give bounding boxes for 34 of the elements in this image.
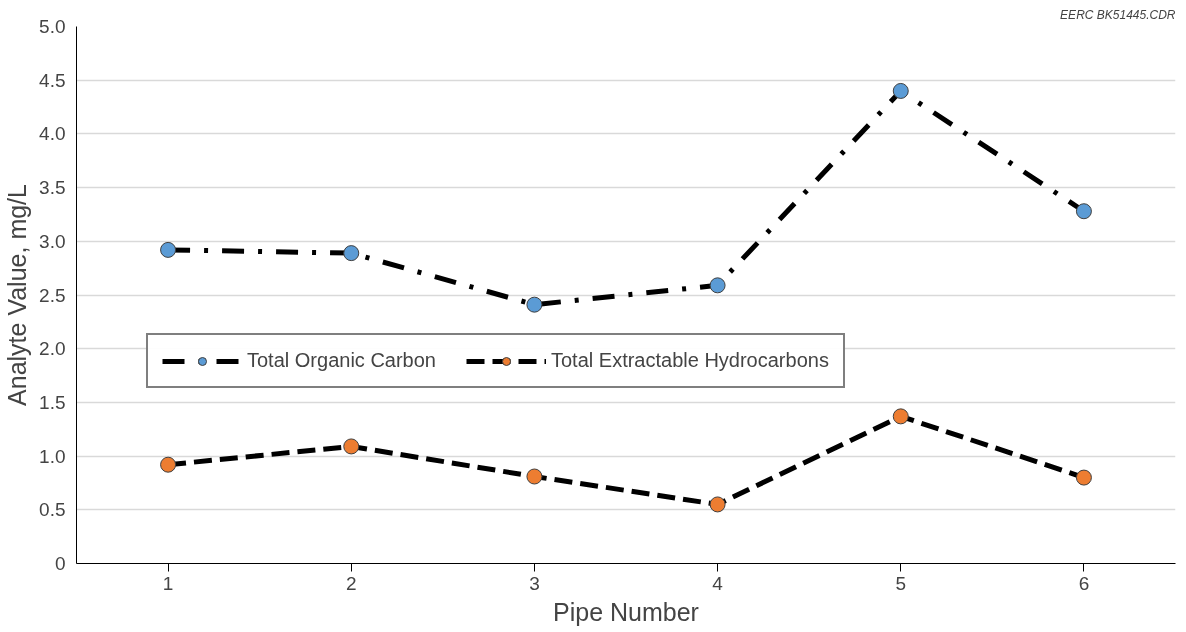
point (343, 245, 360, 262)
y-tick-label: 0.5 (39, 499, 66, 521)
point (709, 496, 726, 513)
y-tick-label: 3.5 (39, 177, 66, 199)
y-axis-title: Analyte Value, mg/L (3, 183, 32, 406)
point (709, 277, 726, 294)
y-tick-label: 0 (54, 553, 66, 574)
x-tick-label: 3 (529, 572, 540, 594)
legend-label: Total Extractable Hydrocarbons (550, 349, 829, 372)
point (1075, 203, 1092, 220)
y-tick-label: 2.5 (39, 284, 66, 306)
x-tick-label: 5 (895, 572, 907, 594)
point (160, 456, 177, 473)
y-tick-label: 2.0 (39, 338, 66, 360)
text: EERC BK51445.CDR (1060, 7, 1176, 22)
x-tick-label: 6 (1078, 572, 1090, 594)
y-tick-label: 1.0 (39, 445, 66, 467)
y-tick-label: 1.5 (39, 391, 66, 413)
y-tick-label: 3.0 (39, 230, 66, 252)
point (343, 438, 360, 455)
point (892, 82, 909, 99)
x-tick-label: 4 (712, 572, 724, 594)
point (160, 241, 177, 258)
legend-label: Total Organic Carbon (247, 349, 436, 372)
y-tick-label: 4.0 (39, 123, 66, 145)
point (526, 468, 543, 485)
point (526, 296, 543, 313)
y-tick-label: 5.0 (39, 16, 66, 37)
x-axis-title: Pipe Number (553, 597, 699, 626)
x-tick-label: 1 (162, 572, 174, 594)
point (1075, 469, 1092, 486)
x-tick-label: 2 (345, 572, 357, 594)
y-tick-label: 4.5 (39, 69, 66, 91)
point (892, 408, 909, 425)
